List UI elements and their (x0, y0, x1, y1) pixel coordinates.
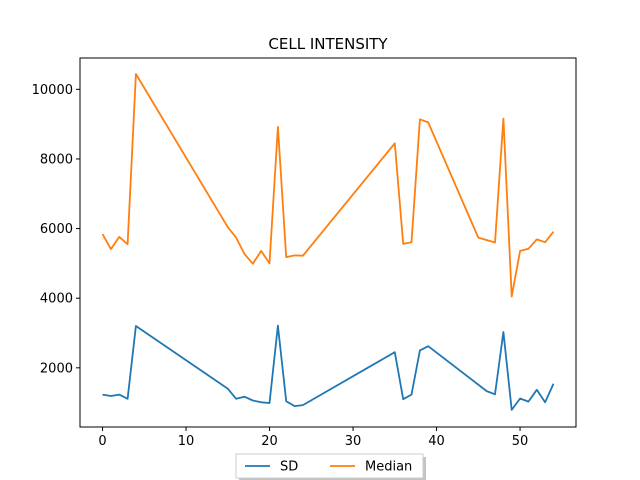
plot-frame (79, 57, 577, 428)
y-tick-label: 6000 (40, 222, 73, 237)
y-tick-label: 10000 (32, 83, 73, 98)
y-tick-label: 2000 (40, 361, 73, 376)
series-layer (101, 73, 555, 411)
x-tick-label: 50 (512, 434, 529, 449)
x-tick-label: 10 (178, 434, 195, 449)
x-tick-label: 0 (98, 434, 106, 449)
series-line-median (101, 73, 555, 298)
x-axis: 0 10 20 30 40 50 (98, 427, 528, 449)
chart-title: CELL INTENSITY (268, 35, 388, 53)
series-line-sd (102, 324, 555, 411)
y-axis: 2000 4000 6000 8000 10000 (32, 83, 80, 376)
legend-label-median: Median (365, 460, 412, 475)
x-tick-label: 20 (261, 434, 278, 449)
x-tick-label: 30 (345, 434, 362, 449)
legend-items: SD Median (245, 460, 412, 475)
x-tick-label: 40 (428, 434, 445, 449)
legend-label-sd: SD (280, 460, 298, 475)
y-tick-label: 4000 (40, 292, 73, 307)
y-tick-label: 8000 (40, 152, 73, 167)
legend: SD Median (235, 453, 426, 480)
